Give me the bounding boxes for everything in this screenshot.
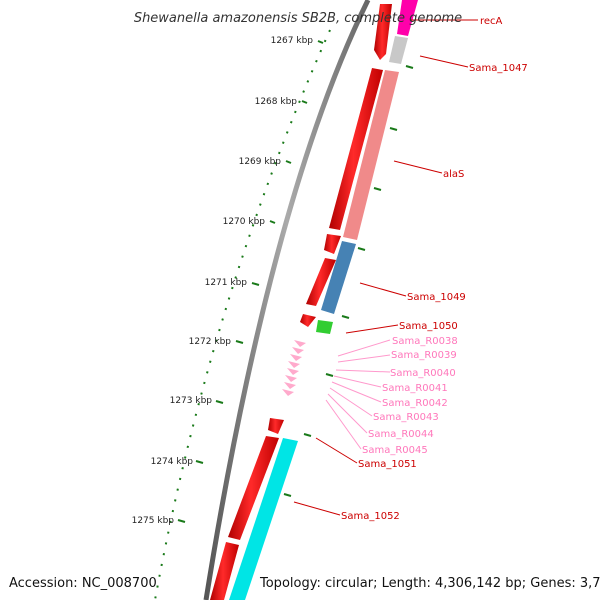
gene-label-samaR0040: Sama_R0040: [390, 368, 456, 379]
accession-text: Accession: NC_008700: [9, 576, 157, 591]
ruler-tick: [177, 519, 186, 523]
leader-line: [337, 354, 391, 363]
inner-tick-track: [283, 65, 414, 497]
label-leaders: [293, 19, 478, 516]
footer-bg-left: [4, 572, 154, 592]
rna-arrow: [285, 375, 297, 382]
leader-line: [345, 324, 399, 334]
rna-arrow: [287, 368, 299, 375]
ruler-labels: 1267 kbp 1268 kbp 1269 kbp 1270 kbp 1271…: [132, 36, 314, 526]
map-title: Shewanella amazonensis SB2B, complete ge…: [134, 11, 462, 26]
gene-track: [229, 0, 418, 600]
ruler-tick: [215, 400, 224, 404]
ruler-label: 1270 kbp: [223, 217, 266, 227]
forward-cds-track: [210, 4, 392, 600]
ruler-tick: [195, 460, 204, 464]
gene-shape-sama1049: [321, 241, 356, 314]
gene-label-samaR0039: Sama_R0039: [391, 350, 457, 361]
ruler-label: 1275 kbp: [132, 516, 175, 526]
gene-block-1051: [268, 418, 284, 434]
leader-line: [335, 369, 391, 373]
gene-block-1051-body: [228, 436, 279, 540]
leader-line: [419, 55, 469, 68]
leader-line: [333, 375, 382, 388]
gene-label-samaR0041: Sama_R0041: [382, 383, 448, 394]
gene-label-samaR0045: Sama_R0045: [362, 445, 428, 456]
ruler-label: 1269 kbp: [239, 157, 282, 167]
rna-cluster: [282, 340, 306, 396]
leader-line: [325, 399, 362, 450]
leader-line: [331, 381, 382, 403]
ruler-tick: [251, 282, 260, 286]
leader-line: [329, 387, 373, 417]
ruler-ticks: [177, 40, 324, 523]
rna-arrow: [292, 347, 304, 354]
leader-line: [327, 393, 368, 434]
gene-label-samaR0038: Sama_R0038: [392, 336, 458, 347]
gene-labels: recA Sama_1047 alaS Sama_1049 Sama_1050 …: [341, 16, 528, 522]
leader-line: [293, 501, 341, 516]
ruler-label: 1273 kbp: [170, 396, 213, 406]
tick-mark: [303, 433, 312, 437]
genome-backbone: [203, 0, 371, 600]
rna-arrow: [282, 389, 294, 396]
gene-block-1050: [300, 314, 316, 327]
gene-label-sama1049: Sama_1049: [407, 292, 466, 303]
tick-mark: [325, 373, 334, 377]
leader-line: [393, 160, 443, 174]
leader-line: [337, 339, 391, 357]
rna-arrow: [290, 354, 302, 361]
gene-shape-sama1047: [389, 36, 408, 64]
gene-label-sama1047: Sama_1047: [469, 63, 528, 74]
leader-line: [359, 282, 407, 297]
ruler-tick: [301, 100, 308, 104]
gene-label-samaR0043: Sama_R0043: [373, 412, 439, 423]
rna-arrow: [288, 361, 300, 368]
ruler-label: 1272 kbp: [189, 337, 232, 347]
gene-shape-sama1050: [316, 320, 333, 334]
ruler-label: 1271 kbp: [205, 278, 248, 288]
ruler-tick: [269, 220, 276, 224]
gene-label-samaR0042: Sama_R0042: [382, 398, 448, 409]
gene-label-sama1052: Sama_1052: [341, 511, 400, 522]
gene-label-samaR0044: Sama_R0044: [368, 429, 434, 440]
tick-mark: [405, 65, 414, 69]
tick-mark: [283, 493, 292, 497]
ruler-tick: [235, 340, 244, 344]
gene-label-alaS: alaS: [443, 169, 464, 180]
tick-mark: [357, 247, 366, 251]
footer-bg-right: [256, 572, 596, 592]
topology-text: Topology: circular; Length: 4,306,142 bp…: [259, 576, 600, 591]
gene-block-top: [374, 4, 392, 60]
ruler-tick: [317, 40, 324, 44]
ruler-label: 1274 kbp: [151, 457, 194, 467]
gene-block-1052: [210, 542, 239, 600]
gene-label-sama1050: Sama_1050: [399, 321, 458, 332]
gene-label-sama1051: Sama_1051: [358, 459, 417, 470]
tick-mark: [341, 315, 350, 319]
gene-block-1048: [329, 68, 383, 230]
gene-block-1049: [306, 258, 336, 306]
gene-label-recA: recA: [480, 16, 503, 27]
leader-line: [315, 437, 358, 464]
ruler-label: 1267 kbp: [271, 36, 314, 46]
rna-arrow: [294, 340, 306, 347]
ruler-label: 1268 kbp: [255, 97, 298, 107]
rna-arrow: [284, 382, 296, 389]
tick-mark: [389, 127, 398, 131]
gene-shape-sama1052: [229, 438, 298, 600]
gene-block-1048-head: [324, 234, 341, 254]
gene-shape-alaS: [343, 70, 399, 240]
gene-shape-recA: [397, 0, 418, 36]
ruler-tick: [285, 160, 292, 164]
tick-mark: [373, 187, 382, 191]
